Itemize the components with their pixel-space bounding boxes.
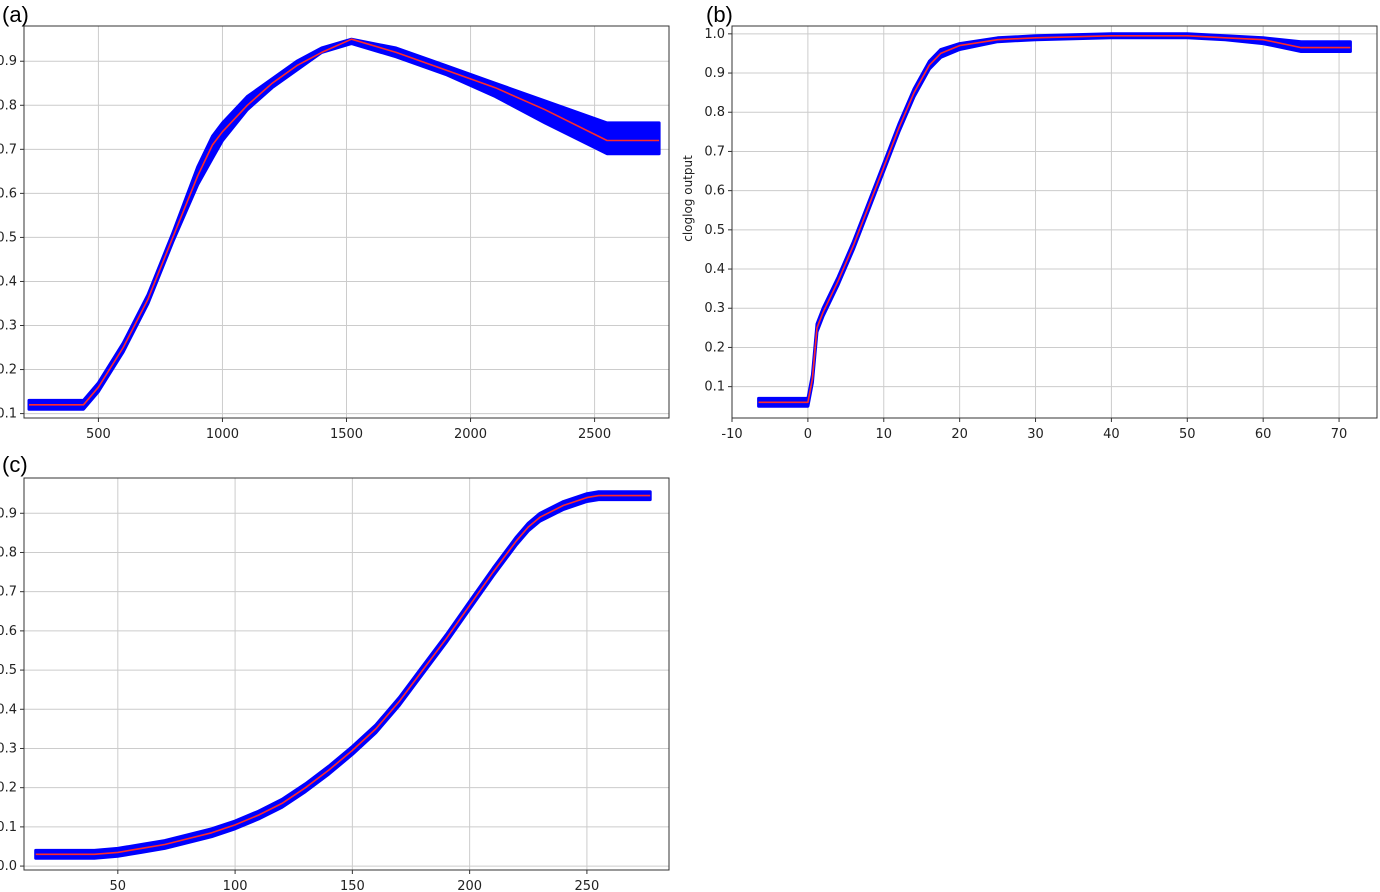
chart-c-ytick-label-2: 0.2 [0, 781, 17, 796]
chart-b-ytick-label-7: 0.8 [704, 105, 725, 120]
chart-c-mean-line [35, 494, 651, 856]
chart-a-ytick-label-4: 0.5 [0, 230, 17, 245]
chart-b-ytick-label-9: 1.0 [704, 27, 725, 42]
chart-b-mean-line [758, 35, 1351, 404]
chart-c-plot-frame [23, 477, 670, 871]
chart-c-ytick-label-9: 0.9 [0, 506, 17, 521]
chart-a-mean-line [29, 38, 660, 406]
chart-b-xtick-label-6: 50 [1179, 427, 1196, 442]
chart-c-ytick-label-3: 0.3 [0, 741, 17, 756]
chart-a-xtick-label-2: 1500 [330, 427, 363, 442]
chart-a-ytick-label-5: 0.6 [0, 186, 17, 201]
chart-a-ytick-label-0: 0.1 [0, 407, 17, 422]
chart-a-xtick-label-3: 2000 [454, 427, 487, 442]
chart-c-ytick-label-1: 0.1 [0, 820, 17, 835]
chart-a-ytick-label-2: 0.3 [0, 319, 17, 334]
chart-a-ytick-label-1: 0.2 [0, 363, 17, 378]
chart-b-ytick-label-5: 0.6 [704, 184, 725, 199]
chart-a-ytick-label-3: 0.4 [0, 274, 17, 289]
chart-b-xtick-label-2: 10 [875, 427, 892, 442]
chart-a-xtick-label-1: 1000 [206, 427, 239, 442]
chart-a-xtick-label-0: 500 [86, 427, 111, 442]
chart-c-ytick-label-0: 0.0 [0, 859, 17, 874]
chart-b-xtick-label-0: -10 [721, 427, 742, 442]
chart-c-xtick-label-3: 200 [457, 879, 482, 892]
chart-a-ytick-label-8: 0.9 [0, 54, 17, 69]
chart-b-ytick-label-1: 0.2 [704, 340, 725, 355]
chart-c-ytick-label-5: 0.5 [0, 663, 17, 678]
chart-b-xtick-label-1: 0 [804, 427, 812, 442]
chart-c-ytick-label-8: 0.8 [0, 545, 17, 560]
chart-c-panel-label: (c) [2, 452, 28, 477]
chart-c-ytick-label-6: 0.6 [0, 624, 17, 639]
chart-a: (a) 500 1000 1500 2000 2500 0.1 0.2 0.3 0.4 0.5 0.6… [0, 2, 670, 442]
chart-a-ytick-label-6: 0.7 [0, 142, 17, 157]
chart-b-xtick-label-4: 30 [1027, 427, 1044, 442]
chart-b-xtick-label-7: 60 [1255, 427, 1272, 442]
chart-a-ytick-label-7: 0.8 [0, 98, 17, 113]
chart-b-confidence-band [757, 32, 1352, 408]
chart-b-ytick-label-3: 0.4 [704, 262, 725, 277]
chart-b: (b) -10 0 10 20 30 40 50 60 70 0.1 0.2 0.3 0.4 0.5 0.6 0… [681, 2, 1378, 442]
chart-c-xtick-label-0: 50 [110, 879, 127, 892]
chart-c-ytick-label-4: 0.4 [0, 702, 17, 717]
chart-b-xtick-label-3: 20 [951, 427, 968, 442]
chart-c-xtick-label-1: 100 [223, 879, 248, 892]
chart-a-panel-label: (a) [2, 2, 29, 27]
chart-b-ytick-label-8: 0.9 [704, 66, 725, 81]
chart-b-ylabel: cloglog output [681, 155, 695, 242]
chart-b-xtick-label-8: 70 [1331, 427, 1348, 442]
chart-a-xtick-label-4: 2500 [578, 427, 611, 442]
chart-c-xtick-label-2: 150 [340, 879, 365, 892]
chart-c-confidence-band [34, 490, 652, 860]
chart-b-ytick-label-0: 0.1 [704, 380, 725, 395]
chart-b-ytick-label-4: 0.5 [704, 223, 725, 238]
chart-c: (c) 50 100 150 200 250 0.0 0.1 0.2 0.3 0.4 0.5 0.6 0.… [0, 452, 670, 892]
chart-b-plot-frame [731, 25, 1378, 419]
chart-b-panel-label: (b) [706, 2, 733, 27]
chart-b-xtick-label-5: 40 [1103, 427, 1120, 442]
chart-b-ytick-label-6: 0.7 [704, 144, 725, 159]
chart-c-ytick-label-7: 0.7 [0, 585, 17, 600]
chart-c-xtick-label-4: 250 [574, 879, 599, 892]
chart-a-confidence-band [27, 37, 661, 411]
chart-b-ytick-label-2: 0.3 [704, 301, 725, 316]
